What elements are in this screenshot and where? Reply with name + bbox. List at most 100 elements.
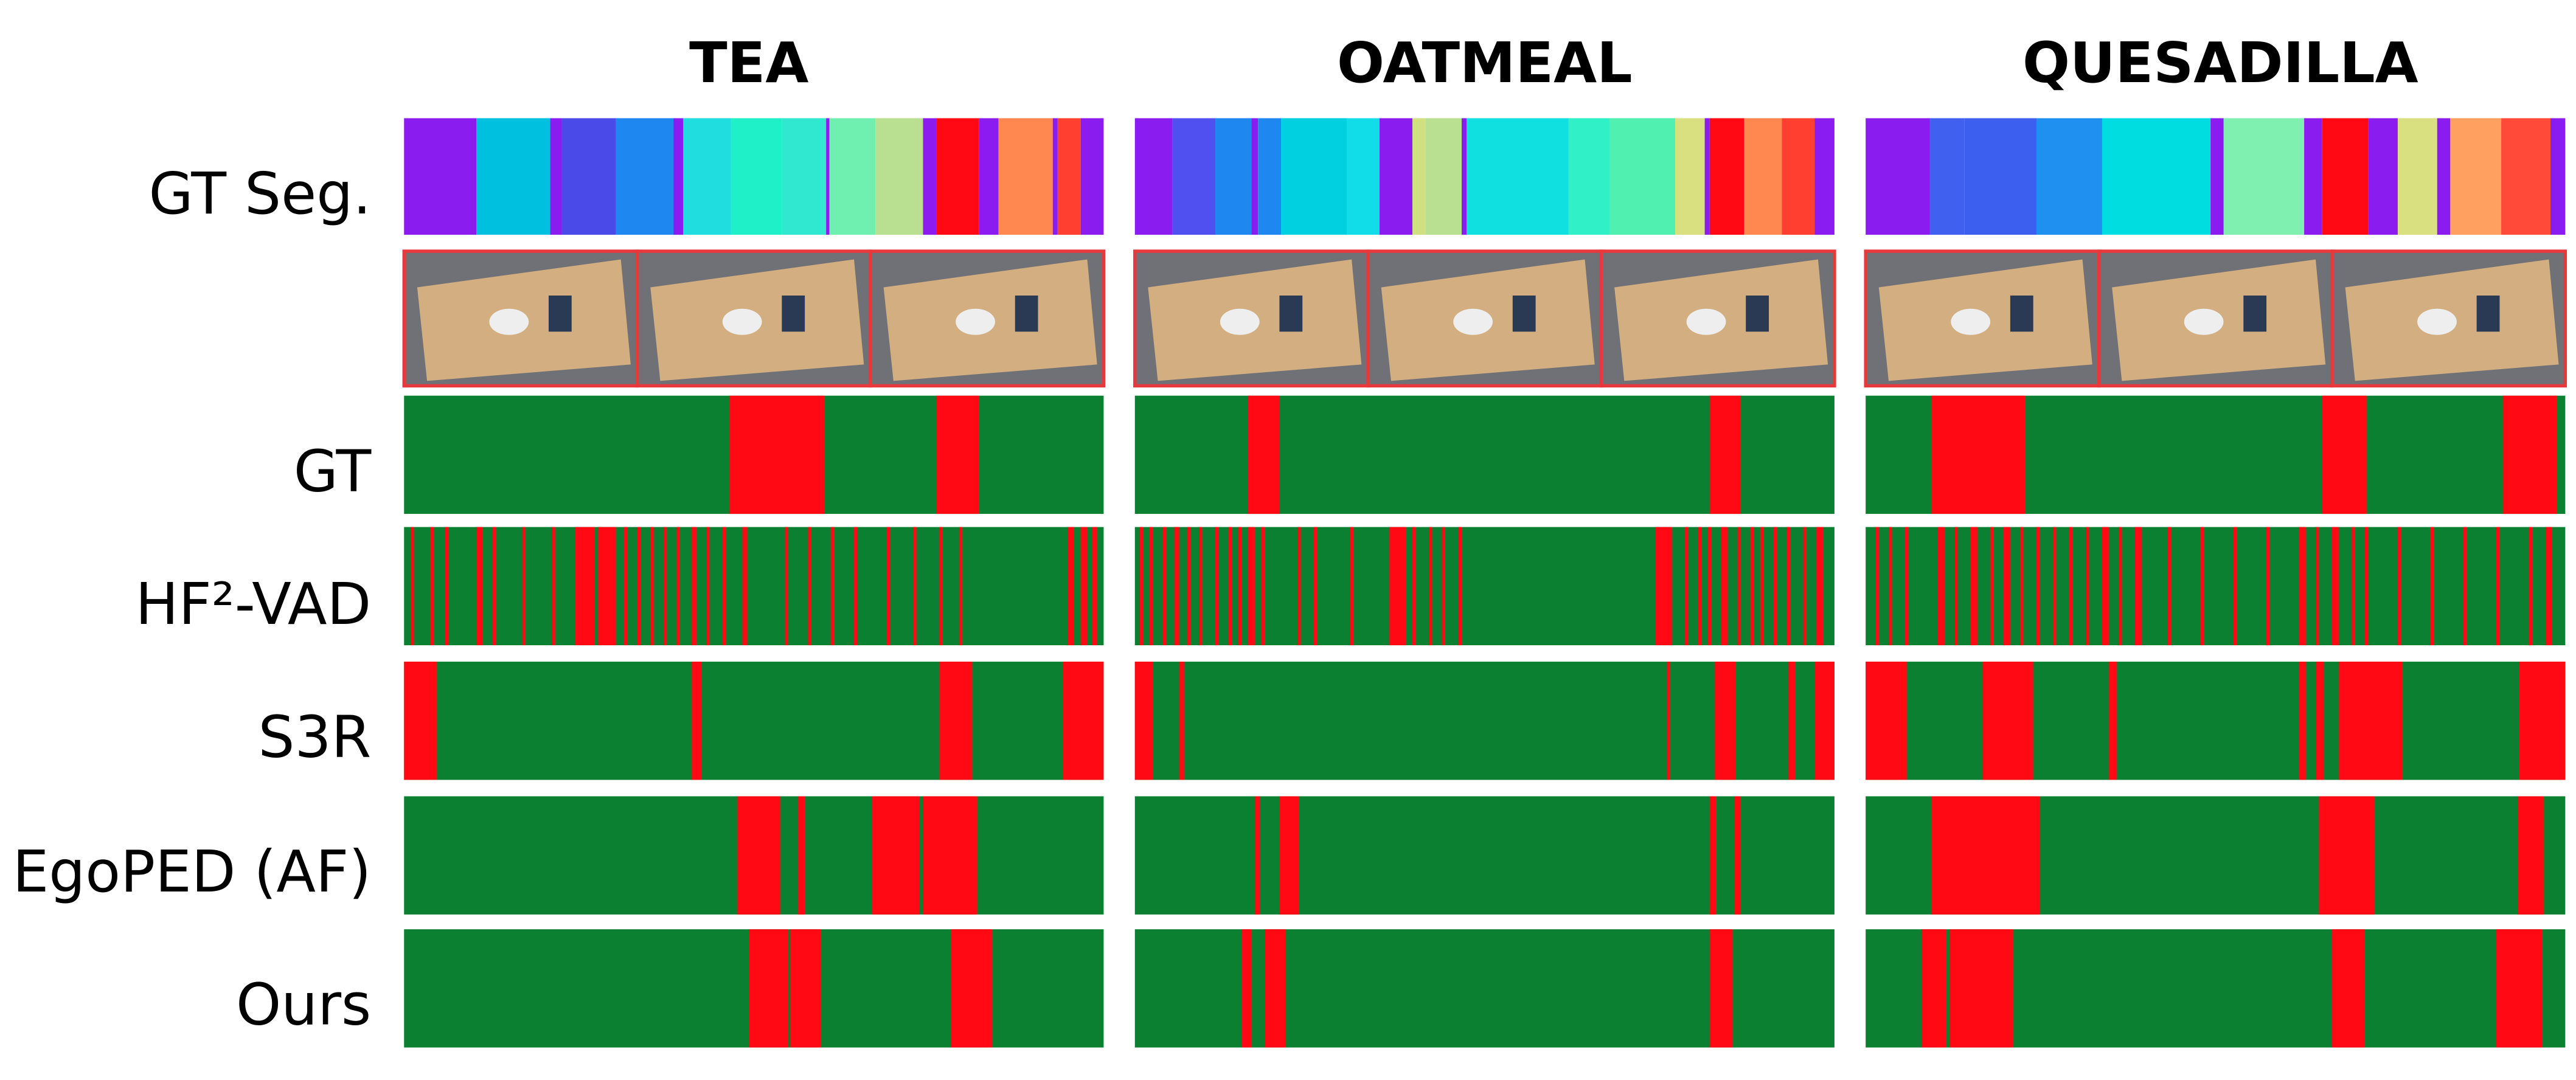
object bbox=[1279, 295, 1303, 332]
anomaly-segment bbox=[936, 395, 979, 514]
anomaly-segment bbox=[1655, 527, 1672, 646]
anomaly-segment bbox=[808, 527, 811, 646]
segment bbox=[616, 118, 674, 235]
anomaly-segment bbox=[2519, 662, 2566, 780]
anomaly-segment bbox=[1179, 662, 1184, 780]
anomaly-segment bbox=[1150, 527, 1153, 646]
anomaly-segment bbox=[2319, 796, 2375, 915]
anomaly-segment bbox=[1949, 929, 2014, 1048]
object bbox=[2417, 308, 2457, 335]
anomaly-segment bbox=[691, 527, 696, 646]
anomaly-segment bbox=[2069, 527, 2073, 646]
anomaly-segment bbox=[1215, 527, 1219, 646]
anomaly-segment bbox=[872, 796, 920, 915]
segment bbox=[1380, 118, 1413, 235]
anomaly-segment bbox=[831, 527, 835, 646]
anomaly-segment bbox=[951, 929, 992, 1048]
anomaly-segment bbox=[2108, 662, 2117, 780]
anomaly-segment bbox=[2019, 527, 2024, 646]
anomaly-segment bbox=[1080, 527, 1088, 646]
anomaly-segment bbox=[650, 527, 654, 646]
anomaly-segment bbox=[1199, 527, 1203, 646]
segment bbox=[826, 118, 830, 235]
anomaly-segment bbox=[790, 929, 822, 1048]
segment bbox=[550, 118, 562, 235]
segment bbox=[875, 118, 923, 235]
anomaly-segment bbox=[1162, 527, 1167, 646]
anomaly-segment bbox=[404, 662, 437, 780]
segment bbox=[2210, 118, 2224, 235]
object bbox=[2243, 295, 2267, 332]
anomaly-segment bbox=[2233, 527, 2237, 646]
segment bbox=[829, 118, 876, 235]
segment bbox=[404, 118, 477, 235]
anomaly-segment bbox=[1062, 662, 1104, 780]
segment bbox=[1568, 118, 1610, 235]
anomaly-segment bbox=[1709, 929, 1733, 1048]
segment bbox=[782, 118, 827, 235]
segment bbox=[2322, 118, 2369, 235]
anomaly-segment bbox=[637, 527, 641, 646]
anomaly-segment bbox=[624, 527, 628, 646]
segment bbox=[1467, 118, 1569, 235]
segment bbox=[561, 118, 616, 235]
anomaly-segment bbox=[1737, 527, 1741, 646]
anomaly-segment bbox=[887, 527, 890, 646]
anomaly-segment bbox=[1954, 527, 1958, 646]
anomaly-segment bbox=[2315, 527, 2319, 646]
anomaly-segment bbox=[1709, 796, 1717, 915]
object bbox=[548, 295, 572, 332]
anomaly-segment bbox=[2352, 527, 2355, 646]
object bbox=[1951, 308, 1991, 335]
anomaly-segment bbox=[1248, 527, 1255, 646]
anomaly-segment bbox=[1412, 527, 1416, 646]
anomaly-segment bbox=[2036, 527, 2040, 646]
object bbox=[2010, 295, 2033, 332]
segment bbox=[1462, 118, 1467, 235]
segment bbox=[2036, 118, 2102, 235]
anomaly-segment bbox=[2331, 929, 2365, 1048]
segment bbox=[2450, 118, 2502, 235]
anomaly-segment bbox=[691, 662, 701, 780]
anomaly-segment bbox=[1721, 527, 1728, 646]
anomaly-segment bbox=[445, 527, 449, 646]
segment bbox=[1052, 118, 1058, 235]
anomaly-segment bbox=[1786, 527, 1790, 646]
anomaly-segment bbox=[1667, 662, 1670, 780]
anomaly-segment bbox=[2529, 527, 2533, 646]
anomaly-segment bbox=[2364, 527, 2369, 646]
segment bbox=[731, 118, 782, 235]
object bbox=[956, 308, 995, 335]
segment bbox=[2304, 118, 2322, 235]
anomaly-segment bbox=[2502, 395, 2557, 514]
row-label: GT Seg. bbox=[149, 161, 372, 227]
segment bbox=[1866, 118, 1930, 235]
row-label: EgoPED (AF) bbox=[13, 839, 372, 905]
anomaly-segment bbox=[1904, 527, 1909, 646]
segment bbox=[1134, 118, 1173, 235]
anomaly-segment bbox=[1389, 527, 1406, 646]
object bbox=[2184, 308, 2224, 335]
segment bbox=[923, 118, 937, 235]
anomaly-segment bbox=[2338, 662, 2403, 780]
anomaly-segment bbox=[1068, 527, 1074, 646]
anomaly-segment bbox=[742, 527, 748, 646]
row-label: HF²-VAD bbox=[135, 571, 371, 638]
anomaly-segment bbox=[1279, 796, 1299, 915]
segment bbox=[1964, 118, 2036, 235]
anomaly-segment bbox=[1134, 662, 1153, 780]
anomaly-segment bbox=[430, 527, 434, 646]
segment bbox=[1704, 118, 1710, 235]
segment bbox=[673, 118, 684, 235]
anomaly-segment bbox=[913, 527, 917, 646]
segment bbox=[2368, 118, 2398, 235]
anomaly-segment bbox=[1429, 527, 1432, 646]
object bbox=[2476, 295, 2500, 332]
segment bbox=[1258, 118, 1282, 235]
anomaly-segment bbox=[1241, 929, 1252, 1048]
timeline-bar bbox=[1866, 662, 2566, 780]
anomaly-segment bbox=[2518, 796, 2544, 915]
object bbox=[1220, 308, 1260, 335]
anomaly-segment bbox=[1814, 662, 1835, 780]
row-label: Ours bbox=[236, 972, 371, 1039]
